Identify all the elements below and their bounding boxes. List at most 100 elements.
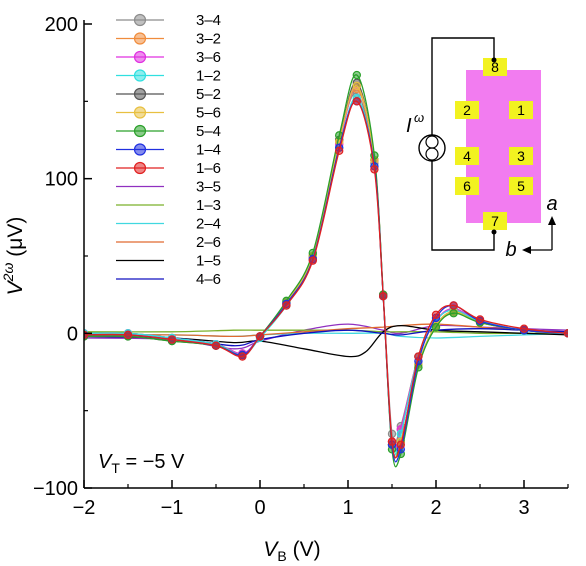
series-1–6 (84, 97, 568, 459)
data-point (431, 322, 441, 332)
current-source-sup: ω (414, 110, 424, 125)
legend-item: 5–6 (116, 105, 221, 122)
data-point (396, 440, 405, 449)
data-point (431, 310, 441, 319)
data-point (563, 329, 568, 338)
data-point (387, 437, 397, 446)
sample-body (466, 70, 541, 223)
plot-area (84, 70, 568, 468)
contact-dot (491, 229, 497, 235)
legend-item: 3–4 (116, 12, 221, 29)
legend-marker (133, 13, 147, 27)
contact-pad-label: 8 (491, 59, 499, 75)
data-point (519, 324, 529, 333)
legend-label: 5–4 (196, 123, 221, 140)
data-point (379, 292, 388, 301)
legend-item: 1–5 (116, 253, 221, 270)
data-point (352, 70, 361, 80)
series-line (84, 324, 568, 358)
x-axis-label: VB (V) (263, 538, 320, 564)
legend-item: 2–4 (116, 216, 221, 233)
axes: −2 −1 0 1 2 3 −100 0 100 200 (33, 14, 569, 519)
contact-pad-label: 6 (463, 178, 471, 194)
data-point (335, 146, 344, 156)
x-tick-label: −1 (161, 497, 184, 519)
current-source-inner-bottom (425, 147, 439, 161)
data-point (352, 81, 361, 91)
data-point (123, 330, 133, 340)
legend-marker (133, 69, 147, 82)
series-1–5 (84, 324, 568, 358)
legend-item: 1–4 (116, 142, 221, 159)
x-tick-label: 1 (342, 497, 353, 519)
legend-marker (133, 87, 147, 101)
x-tick-label: 0 (254, 497, 265, 519)
legend-item: 1–2 (116, 68, 221, 85)
data-point (282, 301, 291, 310)
data-point (238, 352, 247, 361)
legend-label: 5–2 (196, 86, 221, 103)
legend-marker (133, 106, 147, 119)
axis-b-arrowhead (522, 246, 531, 254)
legend-label: 1–6 (196, 160, 221, 177)
axis-labels: VB (V) V2ω (μV) VT = −5 V (0, 217, 321, 564)
legend-marker (133, 143, 147, 156)
contact-pad (509, 177, 533, 195)
y-tick-label: −100 (33, 478, 78, 500)
legend-item: 2–6 (116, 234, 221, 251)
legend-marker (133, 32, 147, 45)
legend-item: 1–6 (116, 160, 221, 177)
x-tick-label: 2 (430, 497, 441, 519)
legend-item: 3–5 (116, 179, 221, 196)
series-line (84, 100, 568, 459)
data-point (255, 332, 265, 341)
legend-label: 1–5 (196, 253, 221, 270)
legend-item: 1–3 (116, 197, 221, 214)
data-point (370, 165, 379, 174)
contact-pad-label: 5 (517, 178, 525, 194)
data-point (167, 335, 177, 344)
legend-item: 5–4 (116, 123, 221, 140)
legend-item: 3–6 (116, 49, 221, 66)
contact-pad-label: 4 (463, 148, 471, 164)
data-point (414, 352, 423, 361)
annotation-prefix: V (98, 451, 113, 473)
legend-label: 3–5 (196, 179, 221, 196)
axis-b-label: b (505, 239, 516, 261)
contact-pad (455, 101, 479, 119)
contact-pad (509, 101, 533, 119)
contact-pad (455, 147, 479, 165)
data-point (211, 341, 221, 350)
legend-label: 3–4 (196, 12, 221, 29)
axis-a-arrowhead (548, 216, 556, 225)
x-axis-label-main: V (263, 538, 279, 561)
series-line (84, 323, 568, 338)
legend-label: 1–3 (196, 197, 221, 214)
data-point (308, 256, 317, 265)
legend: 3–4 3–23–6 1–25–2 5–65–4 1–41–6 3–51–3 2–42–6 1… (116, 12, 221, 288)
x-tick-label: 3 (518, 497, 529, 519)
contact-pad (455, 177, 479, 195)
legend-item: 4–6 (116, 271, 221, 288)
contact-pad-label: 1 (517, 102, 525, 118)
series-2–6 (84, 323, 568, 338)
data-point (352, 97, 361, 106)
legend-label: 1–4 (196, 142, 221, 159)
legend-item: 5–2 (116, 86, 221, 103)
legend-label: 3–6 (196, 49, 221, 66)
data-point (449, 301, 458, 310)
x-axis-label-unit: (V) (287, 538, 321, 561)
x-tick-label: −2 (73, 497, 96, 519)
current-source-label: I (406, 115, 412, 137)
y-axis-label-main: V (4, 279, 27, 295)
contact-dot (491, 57, 497, 63)
legend-label: 4–6 (196, 271, 221, 288)
legend-item: 3–2 (116, 31, 221, 48)
legend-label: 2–4 (196, 216, 221, 233)
contact-pad (509, 147, 533, 165)
legend-label: 3–2 (196, 31, 221, 48)
y-axis-label: V2ω (μV) (0, 217, 27, 296)
contact-pad-label: 7 (491, 213, 499, 229)
